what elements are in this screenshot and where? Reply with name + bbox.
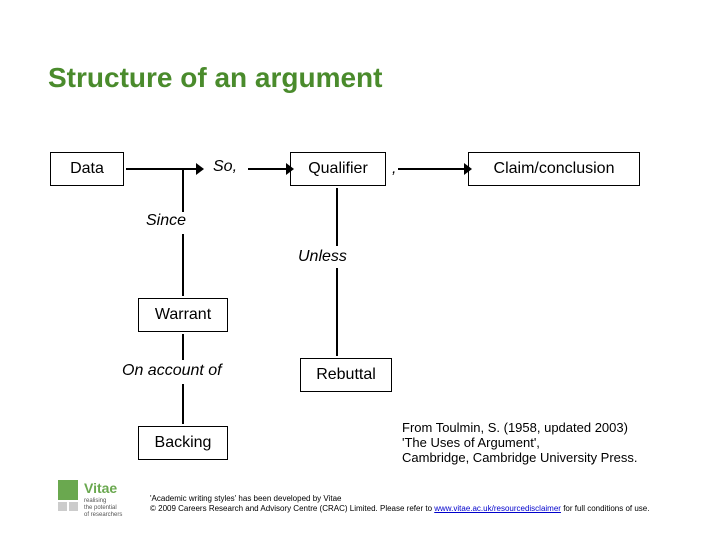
footer: 'Academic writing styles' has been devel… — [150, 494, 649, 514]
connector-line — [182, 234, 184, 296]
connector-line — [182, 384, 184, 424]
svg-text:of researchers: of researchers — [84, 512, 122, 518]
comma-after-qualifier: , — [392, 160, 396, 178]
footer-line-1: 'Academic writing styles' has been devel… — [150, 494, 649, 504]
connector-line — [398, 168, 466, 170]
citation-line-1: From Toulmin, S. (1958, updated 2003) — [402, 420, 638, 435]
arrowhead-icon — [286, 163, 294, 175]
connector-line — [182, 334, 184, 360]
footer-line-2-pre: © 2009 Careers Research and Advisory Cen… — [150, 504, 434, 513]
node-rebuttal: Rebuttal — [300, 358, 392, 392]
svg-text:Vitae: Vitae — [84, 480, 117, 496]
vitae-logo: Vitae realising the potential of researc… — [58, 480, 138, 518]
node-warrant: Warrant — [138, 298, 228, 332]
citation-line-3: Cambridge, Cambridge University Press. — [402, 450, 638, 465]
connector-so: So, — [213, 158, 237, 176]
citation: From Toulmin, S. (1958, updated 2003) 'T… — [402, 420, 638, 465]
connector-line — [182, 170, 184, 212]
svg-text:realising: realising — [84, 498, 106, 504]
node-claim: Claim/conclusion — [468, 152, 640, 186]
svg-text:the potential: the potential — [84, 505, 117, 511]
connector-line — [126, 168, 198, 170]
connector-onaccountof: On account of — [122, 362, 222, 380]
connector-line — [336, 188, 338, 246]
slide-title: Structure of an argument — [48, 62, 382, 94]
node-qualifier: Qualifier — [290, 152, 386, 186]
arrowhead-icon — [464, 163, 472, 175]
connector-since: Since — [146, 212, 186, 230]
node-data: Data — [50, 152, 124, 186]
connector-line — [336, 268, 338, 356]
footer-link[interactable]: www.vitae.ac.uk/resourcedisclaimer — [434, 504, 561, 513]
connector-line — [248, 168, 288, 170]
node-backing: Backing — [138, 426, 228, 460]
footer-line-2: © 2009 Careers Research and Advisory Cen… — [150, 504, 649, 514]
vitae-logo-svg: Vitae realising the potential of researc… — [58, 480, 138, 518]
arrowhead-icon — [196, 163, 204, 175]
footer-line-2-post: for full conditions of use. — [561, 504, 650, 513]
connector-unless: Unless — [298, 248, 347, 266]
citation-line-2: 'The Uses of Argument', — [402, 435, 638, 450]
